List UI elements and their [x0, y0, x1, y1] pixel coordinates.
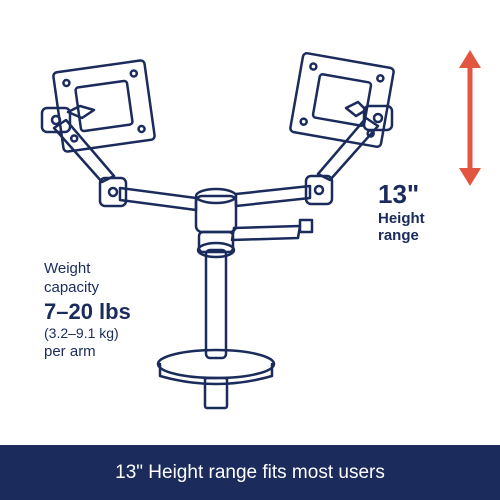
weight-label-line1: Weight — [44, 260, 131, 279]
height-value: 13" — [378, 180, 425, 210]
monitor-arm-illustration — [0, 0, 500, 445]
weight-label-line2: capacity — [44, 279, 131, 298]
weight-suffix: per arm — [44, 343, 131, 362]
weight-metric: (3.2–9.1 kg) — [44, 325, 131, 343]
weight-value: 7–20 lbs — [44, 298, 131, 326]
diagram-area: Weight capacity 7–20 lbs (3.2–9.1 kg) pe… — [0, 0, 500, 445]
footer-banner: 13" Height range fits most users — [0, 445, 500, 500]
height-range-arrow-icon — [450, 48, 490, 188]
height-label-line3: range — [378, 227, 425, 244]
weight-capacity-callout: Weight capacity 7–20 lbs (3.2–9.1 kg) pe… — [44, 260, 131, 361]
height-label-line2: Height — [378, 210, 425, 227]
footer-text: 13" Height range fits most users — [115, 462, 385, 484]
height-range-callout: 13" Height range — [378, 180, 425, 244]
